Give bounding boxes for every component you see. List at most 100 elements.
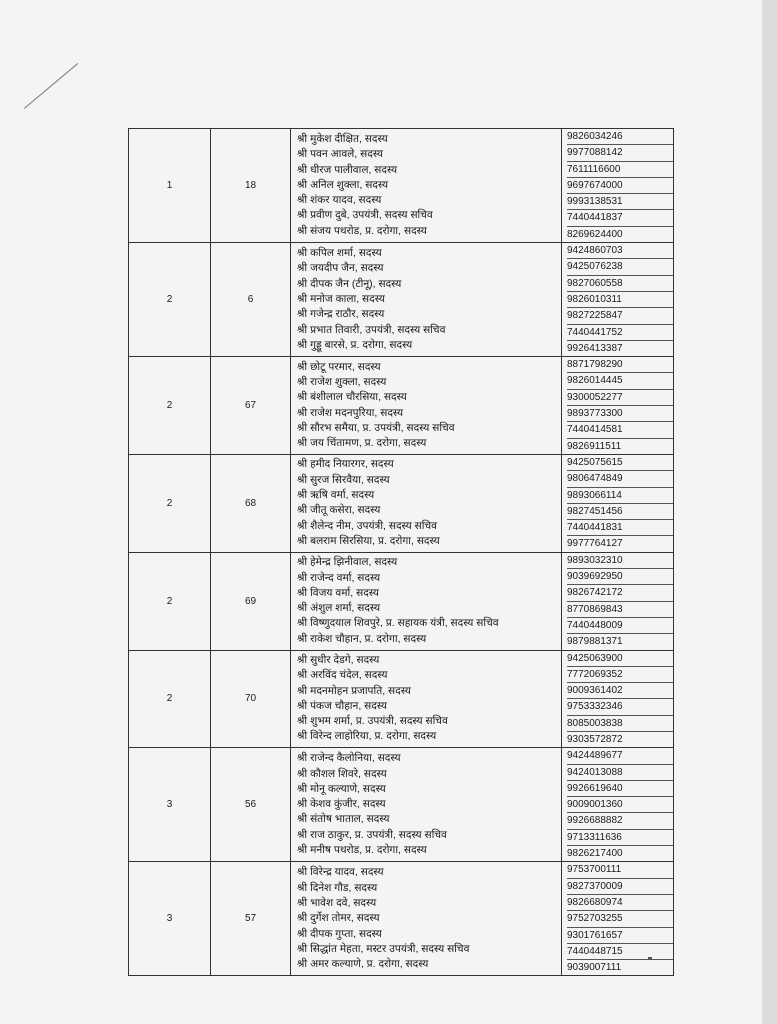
member-phone: 7440448715 [567,944,673,961]
member-name: श्री राजेन्द कैलोनिया, सदस्य [297,752,401,765]
zone-cell: 3 [128,747,211,863]
member-phone: 8085003838 [567,716,673,732]
member-name: श्री धीरज पालीवाल, सदस्य [297,163,398,176]
member-name: श्री सौरभ समैया, प्र. उपयंत्री, सदस्य सच… [297,421,455,434]
member-name: श्री राजेन्द वर्मा, सदस्य [297,571,381,584]
member-name: श्री पवन आवले, सदस्य [297,148,383,161]
member-name: श्री कौशल शिवरे, सदस्य [297,767,387,780]
member-phone: 9697674000 [567,178,673,195]
member-phone: 9039692950 [567,569,673,586]
member-phone: 9926619640 [567,781,673,798]
member-name: श्री मनोज काला, सदस्य [297,292,385,305]
member-phone: 9879881371 [567,636,623,648]
member-name: श्री अनिल शुक्ला, सदस्य [297,178,389,191]
member-name: श्री दीपक जैन (टीनू), सदस्य [297,277,402,290]
member-phone: 9425075615 [567,455,673,472]
zone-cell: 2 [128,551,211,651]
member-phone: 9425076238 [567,259,673,276]
member-phone: 9424860703 [567,243,673,260]
member-name: श्री हेमेन्द्र झिनीवाल, सदस्य [297,556,398,569]
member-phone: 9977764127 [567,538,623,550]
member-phone: 9806474849 [567,471,673,488]
member-name: श्री भावेश दवे, सदस्य [297,896,377,909]
member-name: श्री विष्णुदयाल शिवपुरे, प्र. सहायक यंत्… [297,617,499,630]
member-phone: 9424489677 [567,748,673,765]
members-cell: श्री राजेन्द कैलोनिया, सदस्य श्री कौशल शि… [290,747,562,863]
member-phone: 7440441837 [567,210,673,227]
table-row: 2 69 श्री हेमेन्द्र झिनीवाल, सदस्य श्री राज… [128,551,674,651]
table-row: 2 68 श्री हमीद नियारगर, सदस्य श्री सुरज सिर… [128,453,674,553]
member-name: श्री सुरज सिरवैया, सदस्य [297,473,390,486]
member-name: श्री गुड्डू बारसे, प्र. दरोगा, सदस्य [297,338,413,351]
member-phone: 9827060558 [567,276,673,292]
member-phone: 9826014445 [567,373,673,390]
member-phone: 7440441831 [567,520,673,537]
members-cell: श्री विरेन्द्र यादव, सदस्य श्री दिनेश गौड… [290,861,562,977]
phones-cell: 9753700111 9827370009 9826680974 9752703255… [561,861,674,977]
table-row: 2 67 श्री छोटू परमार, सदस्य श्री राजेश शुक्… [128,356,674,455]
members-cell: श्री हेमेन्द्र झिनीवाल, सदस्य श्री राजेन्… [290,551,562,651]
member-phone: 7440448009 [567,618,673,635]
phones-cell: 8871798290 9826014445 9300052277 9893773300… [561,356,674,455]
member-phone: 9827225847 [567,308,673,325]
member-name: श्री शंकर यादव, सदस्य [297,194,382,207]
ward-cell: 56 [210,747,291,863]
table-row: 3 56 श्री राजेन्द कैलोनिया, सदस्य श्री कौशल… [128,747,674,863]
members-cell: श्री कपिल शर्मा, सदस्य श्री जयदीप जैन, सद… [290,242,562,358]
member-name: श्री विजय वर्मा, सदस्य [297,586,379,599]
member-phone: 9753332346 [567,699,673,716]
member-name: श्री हमीद नियारगर, सदस्य [297,458,394,471]
member-name: श्री मनीष पथरोड, प्र. दरोगा, सदस्य [297,844,427,857]
ward-cell: 57 [210,861,291,977]
member-name: श्री सुधीर देडगे, सदस्य [297,654,380,666]
members-cell: श्री हमीद नियारगर, सदस्य श्री सुरज सिरवैय… [290,453,562,553]
table-row: 1 18 श्री मुकेश दीक्षित, सदस्य श्री पवन आवल… [128,127,674,244]
member-phone: 9826010311 [567,292,673,309]
ward-cell: 68 [210,453,291,553]
member-phone: 9301761657 [567,928,673,944]
member-phone: 9303572872 [567,733,623,745]
member-phone: 9752703255 [567,911,673,928]
member-name: श्री पंकज चौहान, सदस्य [297,699,387,712]
members-cell: श्री सुधीर देडगे, सदस्य श्री अरविंद चंदेल… [290,649,562,749]
members-cell: श्री मुकेश दीक्षित, सदस्य श्री पवन आवले, … [290,127,562,244]
member-phone: 9039007111 [567,962,622,974]
member-phone: 7772069352 [567,667,673,684]
member-name: श्री ऋषि वर्मा, सदस्य [297,489,375,502]
member-phone: 8269624400 [567,228,623,240]
member-phone: 9009001360 [567,797,673,814]
member-name: श्री गजेन्द्र राठौर, सदस्य [297,308,385,321]
scan-speck [648,957,652,959]
member-phone: 9826034246 [567,129,673,146]
member-name: श्री शैलेन्द नीम, उपयंत्री, सदस्य सचिव [297,519,437,532]
member-name: श्री संजय पथरोड, प्र. दरोगा, सदस्य [297,224,427,237]
phones-cell: 9893032310 9039692950 9826742172 8770869843… [561,551,674,651]
phones-cell: 9425075615 9806474849 9893066114 9827451456… [561,453,674,553]
zone-cell: 2 [128,356,211,455]
member-phone: 9893066114 [567,488,673,504]
table-row: 2 70 श्री सुधीर देडगे, सदस्य श्री अरविंद चं… [128,649,674,749]
member-name: श्री जीतू कसेरा, सदस्य [297,504,381,517]
member-name: श्री दिनेश गौड, सदस्य [297,881,378,894]
member-phone: 9893032310 [567,553,673,570]
member-phone: 9826217400 [567,848,623,860]
ward-cell: 70 [210,649,291,749]
zone-cell: 2 [128,649,211,749]
member-phone: 9993138531 [567,194,673,211]
member-phone: 9926413387 [567,342,623,354]
ward-cell: 6 [210,242,291,358]
member-phone: 9009361402 [567,683,673,700]
member-phone: 9827451456 [567,504,673,521]
ward-cell: 18 [210,127,291,244]
member-name: श्री बलराम सिरसिया, प्र. दरोगा, सदस्य [297,534,440,547]
committee-table: 1 18 श्री मुकेश दीक्षित, सदस्य श्री पवन आवल… [128,127,674,977]
member-phone: 7440414581 [567,422,673,439]
member-name: श्री मदनमोहन प्रजापति, सदस्य [297,684,411,697]
zone-cell: 3 [128,861,211,977]
member-phone: 8770869843 [567,602,673,618]
ward-cell: 69 [210,551,291,651]
zone-cell: 1 [128,127,211,244]
table-row: 2 6 श्री कपिल शर्मा, सदस्य श्री जयदीप जैन, … [128,242,674,358]
phones-cell: 9424860703 9425076238 9827060558 9826010311… [561,242,674,358]
